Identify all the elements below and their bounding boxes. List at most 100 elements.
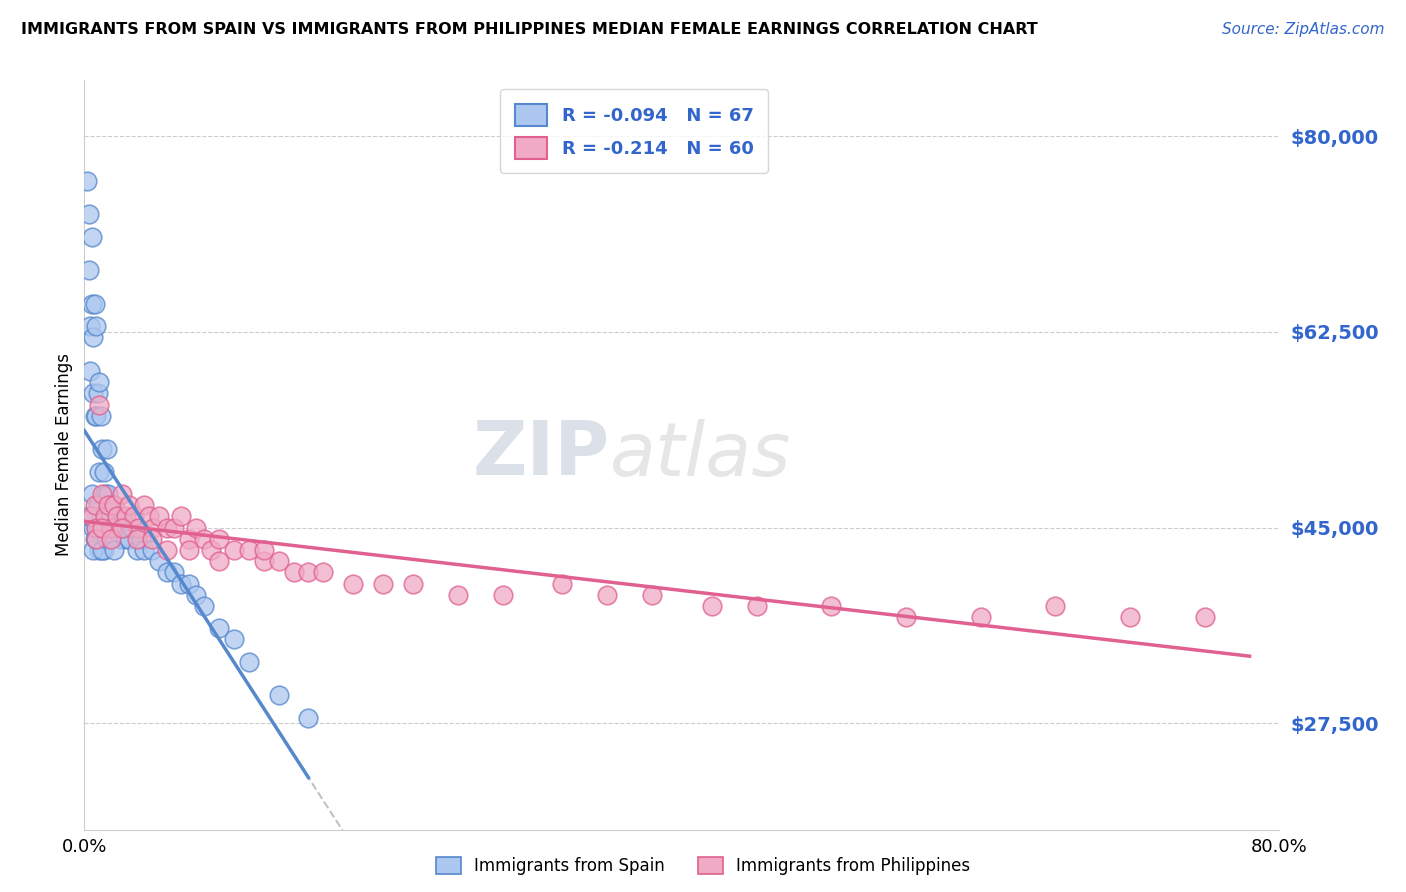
Point bbox=[141, 543, 163, 558]
Point bbox=[238, 655, 260, 669]
Point bbox=[970, 610, 993, 624]
Point bbox=[142, 520, 165, 534]
Point bbox=[115, 509, 138, 524]
Point bbox=[170, 576, 193, 591]
Point bbox=[1045, 599, 1067, 613]
Point bbox=[104, 520, 127, 534]
Point bbox=[83, 409, 105, 423]
Point bbox=[118, 498, 141, 512]
Point bbox=[103, 543, 125, 558]
Point bbox=[100, 498, 122, 512]
Point bbox=[267, 689, 290, 703]
Point bbox=[91, 520, 114, 534]
Point bbox=[312, 566, 335, 580]
Text: ZIP: ZIP bbox=[472, 418, 610, 491]
Y-axis label: Median Female Earnings: Median Female Earnings bbox=[55, 353, 73, 557]
Text: Source: ZipAtlas.com: Source: ZipAtlas.com bbox=[1222, 22, 1385, 37]
Point bbox=[77, 263, 100, 277]
Point bbox=[125, 543, 148, 558]
Point bbox=[82, 386, 104, 401]
Point bbox=[103, 498, 125, 512]
Point bbox=[373, 576, 395, 591]
Point bbox=[100, 520, 122, 534]
Point bbox=[89, 520, 111, 534]
Legend: R = -0.094   N = 67, R = -0.214   N = 60: R = -0.094 N = 67, R = -0.214 N = 60 bbox=[501, 89, 768, 173]
Point bbox=[163, 520, 186, 534]
Point bbox=[91, 442, 114, 457]
Point bbox=[115, 520, 138, 534]
Point bbox=[138, 509, 160, 524]
Point bbox=[86, 409, 108, 423]
Point bbox=[96, 532, 118, 546]
Point bbox=[105, 509, 128, 524]
Point bbox=[129, 532, 152, 546]
Point bbox=[132, 543, 156, 558]
Point bbox=[80, 487, 103, 501]
Point bbox=[155, 543, 177, 558]
Point bbox=[76, 174, 98, 188]
Point bbox=[89, 398, 111, 412]
Text: IMMIGRANTS FROM SPAIN VS IMMIGRANTS FROM PHILIPPINES MEDIAN FEMALE EARNINGS CORR: IMMIGRANTS FROM SPAIN VS IMMIGRANTS FROM… bbox=[21, 22, 1038, 37]
Point bbox=[97, 498, 120, 512]
Point bbox=[94, 487, 117, 501]
Point bbox=[283, 566, 305, 580]
Point bbox=[297, 711, 319, 725]
Point bbox=[86, 319, 108, 334]
Point bbox=[186, 520, 208, 534]
Point bbox=[700, 599, 723, 613]
Point bbox=[342, 576, 364, 591]
Point bbox=[86, 520, 108, 534]
Point bbox=[86, 520, 108, 534]
Text: atlas: atlas bbox=[610, 419, 792, 491]
Point bbox=[894, 610, 917, 624]
Point bbox=[208, 554, 231, 568]
Point bbox=[222, 632, 245, 647]
Point bbox=[177, 576, 200, 591]
Point bbox=[105, 509, 128, 524]
Point bbox=[177, 543, 200, 558]
Point bbox=[141, 532, 163, 546]
Point bbox=[90, 409, 112, 423]
Point bbox=[132, 498, 156, 512]
Point bbox=[125, 532, 148, 546]
Point bbox=[101, 520, 124, 534]
Point bbox=[111, 487, 134, 501]
Point bbox=[1119, 610, 1142, 624]
Point bbox=[80, 230, 103, 244]
Point bbox=[641, 588, 664, 602]
Point bbox=[111, 509, 134, 524]
Point bbox=[208, 621, 231, 635]
Point bbox=[122, 509, 145, 524]
Point bbox=[89, 465, 111, 479]
Point bbox=[820, 599, 842, 613]
Point bbox=[745, 599, 768, 613]
Point bbox=[155, 520, 177, 534]
Point bbox=[297, 566, 319, 580]
Point bbox=[86, 532, 108, 546]
Point bbox=[82, 330, 104, 344]
Point bbox=[208, 532, 231, 546]
Point bbox=[111, 520, 134, 534]
Point bbox=[87, 386, 110, 401]
Point bbox=[96, 532, 118, 546]
Point bbox=[89, 376, 111, 390]
Point bbox=[79, 319, 101, 334]
Point bbox=[114, 532, 136, 546]
Point bbox=[267, 554, 290, 568]
Point bbox=[110, 532, 132, 546]
Point bbox=[97, 487, 120, 501]
Point bbox=[1194, 610, 1216, 624]
Point bbox=[596, 588, 619, 602]
Point bbox=[551, 576, 574, 591]
Point bbox=[77, 207, 100, 221]
Point bbox=[155, 566, 177, 580]
Point bbox=[127, 520, 149, 534]
Point bbox=[193, 599, 215, 613]
Point bbox=[492, 588, 515, 602]
Point bbox=[96, 442, 118, 457]
Point bbox=[91, 543, 114, 558]
Point bbox=[118, 532, 141, 546]
Point bbox=[91, 487, 114, 501]
Point bbox=[222, 543, 245, 558]
Point bbox=[148, 554, 170, 568]
